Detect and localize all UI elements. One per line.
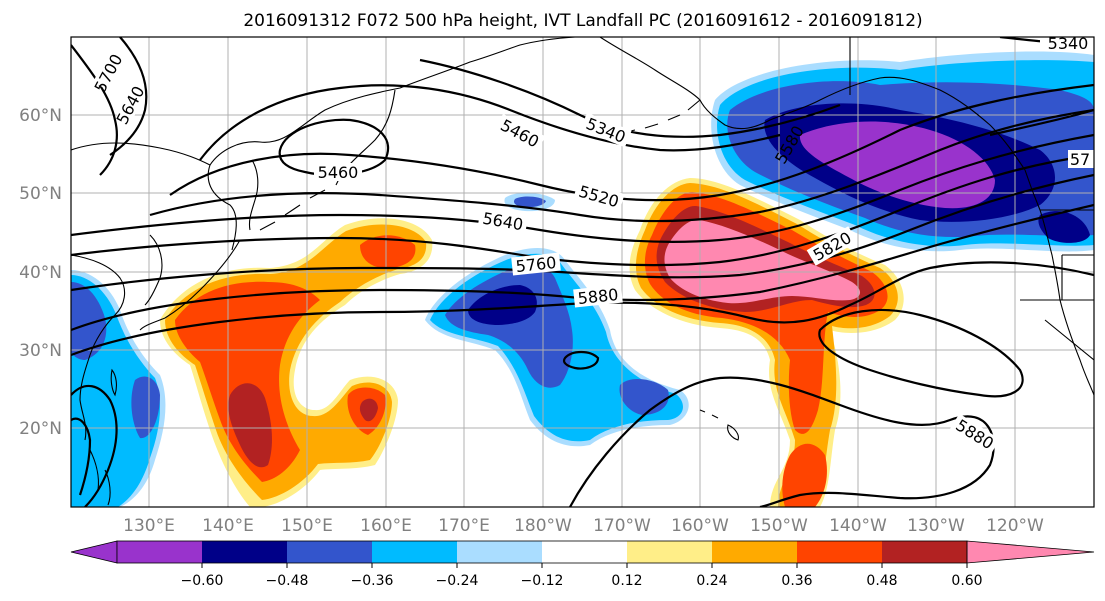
map-frame (70, 36, 1095, 508)
contour-5520 (169, 83, 1094, 202)
boundary-us-states (1020, 254, 1094, 361)
contour-5880-high (818, 308, 1024, 398)
ivt-shade-darkred-165e (359, 398, 378, 422)
colorbar-segment (117, 541, 202, 563)
contour-5820 (71, 203, 1094, 332)
colorbar-label: −0.60 (181, 573, 224, 589)
lon-label-130w: 130°W (907, 516, 965, 536)
colorbar-label: −0.24 (436, 573, 479, 589)
colorbar-label: −0.48 (266, 573, 309, 589)
lat-label-50n: 50°N (19, 184, 62, 204)
contour-label-5460-low: 5460 (318, 163, 359, 182)
ivt-shade-red-tail (782, 443, 827, 507)
colorbar-label: 0.24 (696, 573, 727, 589)
lat-label-30n: 30°N (19, 341, 62, 361)
contour-label-5880: 5880 (577, 285, 619, 308)
contour-5880-west (71, 384, 118, 507)
lon-label-170e: 170°E (438, 516, 490, 536)
coast-hawaii (699, 409, 739, 441)
colorbar-segment (287, 541, 372, 563)
colorbar-label: 0.60 (951, 573, 982, 589)
colorbar-segment (627, 541, 712, 563)
ivt-shade-navy-central (468, 285, 537, 325)
coast-china (71, 254, 126, 441)
ivt-shade-red-west (175, 281, 320, 482)
contour-5880 (71, 261, 1094, 357)
colorbar-segment (797, 541, 882, 563)
colorbar: −0.60 −0.48 −0.36 −0.24 −0.12 0.12 0.24 … (70, 540, 1095, 589)
contour-5940-west (71, 417, 92, 496)
coast-aleutians (621, 99, 701, 134)
colorbar-segment (202, 541, 287, 563)
contour-5640 (71, 133, 1094, 244)
map-panel: 5700 5640 5460 5460 5340 5520 5640 5760 … (70, 34, 1095, 508)
lat-label-60n: 60°N (19, 106, 62, 126)
colorbar-segment (712, 541, 797, 563)
colorbar-label: −0.36 (351, 573, 394, 589)
lat-label-40n: 40°N (19, 263, 62, 283)
coast-alaska (599, 37, 1094, 396)
lon-label-150w: 150°W (750, 516, 808, 536)
lon-label-120w: 120°W (986, 516, 1044, 536)
contour-label-5760: 5760 (515, 253, 557, 276)
map-title: 2016091312 F072 500 hPa height, IVT Land… (243, 11, 922, 31)
colorbar-label: 0.48 (866, 573, 897, 589)
latitude-labels: 60°N 50°N 40°N 30°N 20°N (19, 106, 62, 439)
coastlines (71, 37, 1094, 506)
contour-5580 (149, 108, 1094, 223)
contour-5880-south (569, 376, 995, 507)
contour-5460-arc (199, 84, 781, 161)
colorbar-label: −0.12 (521, 573, 564, 589)
lon-label-130e: 130°E (123, 516, 175, 536)
colorbar-label: 0.36 (781, 573, 812, 589)
lat-label-20n: 20°N (19, 419, 62, 439)
lon-label-150e: 150°E (281, 516, 333, 536)
contour-5880-cutoff (562, 350, 600, 370)
coast-asia-north (71, 37, 576, 166)
coast-taiwan (110, 368, 117, 397)
ivt-shade-blue-north (513, 196, 546, 208)
lon-label-160w: 160°W (671, 516, 729, 536)
ivt-shade-red-160e (360, 235, 416, 269)
colorbar-ticks (201, 563, 968, 568)
lon-label-170w: 170°W (593, 516, 651, 536)
colorbar-segment (542, 541, 627, 563)
ivt-shade-blue-westedge (71, 282, 107, 360)
lon-label-180w: 180°W (514, 516, 572, 536)
colorbar-extend-right (966, 540, 1095, 564)
colorbar-segment (457, 541, 542, 563)
contour-5760 (71, 173, 1094, 292)
contour-5640-nw (109, 37, 148, 156)
ivt-shade-blue-westedge2 (131, 376, 160, 439)
lon-label-140e: 140°E (202, 516, 254, 536)
ivt-shade-purple-ne (799, 121, 995, 209)
coast-okhotsk (207, 164, 237, 251)
contour-label-57: 57 (1070, 150, 1090, 169)
contour-label-5340-top: 5340 (1048, 34, 1089, 53)
colorbar-extend-left (70, 540, 118, 564)
colorbar-segment (882, 541, 967, 563)
contour-5580-ne (989, 108, 1094, 137)
colorbar-label: 0.12 (611, 573, 642, 589)
colorbar-segment (372, 541, 457, 563)
lon-label-160e: 160°E (360, 516, 412, 536)
contour-5460-low (278, 118, 390, 176)
contour-5700-nw (71, 44, 118, 176)
lon-label-140w: 140°W (829, 516, 887, 536)
coast-sakhalin (248, 159, 259, 231)
ivt-shade-blue-central (445, 265, 573, 388)
longitude-labels: 130°E 140°E 150°E 160°E 170°E 180°W 170°… (123, 516, 1044, 536)
ivt-shade-navy-gulf (1038, 211, 1090, 243)
contour-5340-arc (419, 58, 841, 138)
contour-5700 (71, 153, 1094, 267)
ivt-shade-darkred-west (228, 383, 272, 468)
